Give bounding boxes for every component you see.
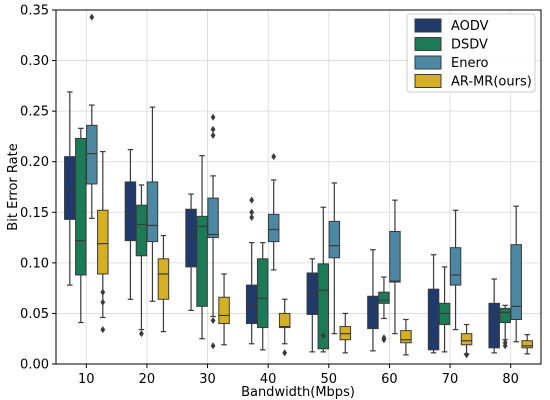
tick-layer: 0.00 0.05 0.10 0.15 0.20 0.25 0.30 0.35 10 20 30 40… [20, 4, 519, 388]
legend-swatch [414, 55, 442, 70]
box [97, 209, 109, 275]
box [427, 288, 440, 351]
outlier-point [210, 113, 216, 121]
outlier-point [210, 342, 216, 350]
x-tick-label: 30 [199, 372, 216, 387]
outlier-point [464, 351, 469, 359]
x-tick-label: 70 [442, 372, 459, 387]
box [278, 312, 291, 329]
x-tick-label: 60 [381, 372, 398, 387]
x-tick-label: 10 [78, 372, 95, 387]
box [488, 302, 500, 349]
box [378, 291, 390, 304]
box [460, 333, 473, 346]
box [86, 124, 98, 185]
box [317, 263, 330, 350]
outlier-point [210, 125, 216, 133]
plot-frame [55, 9, 542, 365]
x-axis-label: Bandwidth(Mbps) [241, 385, 355, 400]
legend-swatch [414, 18, 442, 33]
outlier-point [100, 298, 106, 306]
outlier-point [320, 332, 326, 340]
box [64, 156, 76, 220]
series-enero [86, 13, 522, 350]
y-tick-label: 0.15 [20, 206, 49, 221]
y-tick-label: 0.20 [20, 155, 49, 170]
y-axis-label: Bit Error Rate [6, 143, 21, 230]
box [449, 247, 462, 286]
outlier-point [249, 213, 255, 221]
outlier-point [282, 349, 288, 357]
outlier-point [271, 153, 277, 161]
box [218, 296, 230, 325]
box [207, 197, 219, 239]
outlier-point [139, 330, 144, 338]
box [389, 231, 401, 283]
series-dsdv [75, 127, 511, 353]
outlier-point [249, 196, 255, 204]
box [256, 258, 269, 329]
box [135, 204, 148, 257]
legend-label: AR-MR(ours) [451, 75, 532, 90]
y-tick-label: 0.35 [20, 4, 49, 19]
box [196, 215, 208, 307]
box [521, 340, 533, 349]
box [367, 295, 379, 330]
y-tick-label: 0.05 [20, 307, 49, 322]
box [510, 244, 522, 320]
box [245, 284, 258, 325]
y-tick-label: 0.25 [20, 105, 49, 120]
legend-label: Enero [451, 56, 489, 71]
x-tick-label: 80 [502, 372, 519, 387]
legend-frame [406, 13, 536, 93]
legend-swatch [414, 37, 442, 51]
box [124, 181, 137, 242]
box [267, 213, 280, 243]
box [146, 181, 159, 243]
box [185, 208, 197, 268]
legend-label: DSDV [451, 38, 488, 53]
outlier-point [100, 288, 106, 296]
box [328, 220, 341, 259]
outlier-point [249, 208, 255, 216]
legend: AODV DSDV Enero AR-MR(ours) [406, 13, 536, 93]
y-tick-label: 0.30 [20, 54, 49, 69]
box [75, 137, 87, 276]
outlier-point [89, 13, 95, 21]
series-aodv [64, 91, 500, 354]
outlier-point [381, 336, 387, 344]
box [400, 330, 412, 344]
outlier-point [210, 317, 216, 325]
x-tick-label: 40 [260, 372, 277, 387]
legend-swatch [414, 74, 442, 88]
x-tick-label: 50 [321, 372, 338, 387]
box [499, 307, 511, 324]
y-tick-label: 0.10 [20, 256, 49, 271]
series-ar-mr-ours [97, 151, 533, 359]
box [157, 258, 170, 300]
y-tick-label: 0.00 [20, 358, 49, 373]
outlier-point [210, 131, 216, 139]
outlier-point [502, 339, 508, 347]
x-tick-label: 20 [139, 372, 156, 387]
box-layer [64, 13, 533, 359]
outlier-point [100, 326, 106, 334]
legend-label: AODV [451, 19, 489, 34]
